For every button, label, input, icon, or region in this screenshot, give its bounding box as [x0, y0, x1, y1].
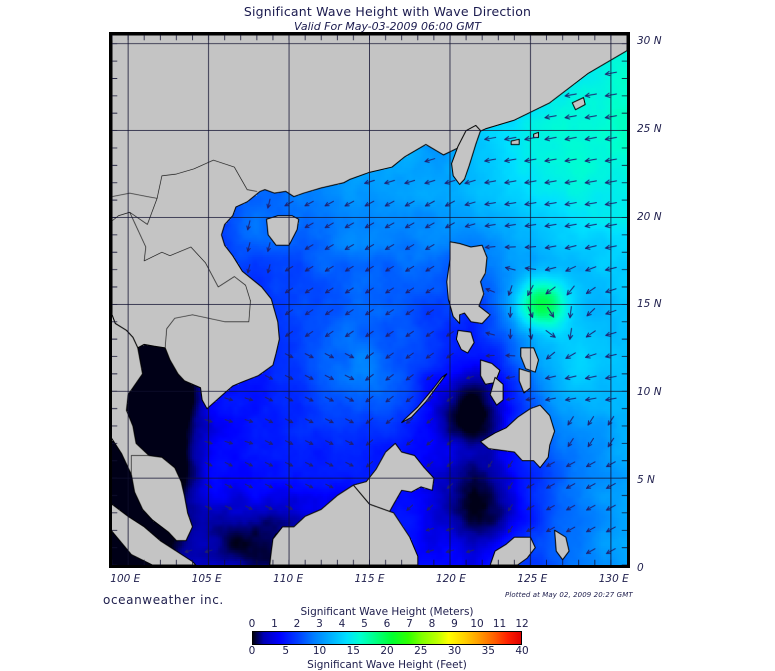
colorbar-gradient — [252, 631, 522, 645]
brand-label: oceanweather inc. — [103, 593, 224, 607]
lat-tick-0: 0 — [637, 562, 644, 574]
colorbar-ticks-feet: 0 5 10 15 20 25 30 35 40 — [248, 645, 529, 658]
cbar-tick-m-9: 9 — [451, 618, 458, 630]
colorbar-title-meters: Significant Wave Height (Meters) — [300, 606, 474, 618]
lat-tick-10: 10 N — [637, 386, 662, 399]
cbar-tick-m-8: 8 — [428, 618, 436, 630]
colorbar-ticks-meters: 0 1 2 3 4 5 6 7 8 9 10 11 12 — [248, 618, 529, 631]
page-title: Significant Wave Height with Wave Direct… — [243, 4, 532, 19]
cbar-tick-f-20: 20 — [380, 645, 394, 657]
cbar-tick-f-30: 30 — [447, 645, 462, 657]
cbar-tick-m-1: 1 — [271, 618, 278, 630]
cbar-tick-m-10: 10 — [470, 618, 484, 630]
cbar-tick-m-6: 6 — [383, 618, 391, 630]
cbar-tick-f-5: 5 — [282, 645, 290, 657]
cbar-tick-f-35: 35 — [481, 645, 495, 657]
lat-tick-20: 20 N — [637, 210, 662, 223]
colorbar-title-feet: Significant Wave Height (Feet) — [307, 659, 467, 671]
lon-tick-130: 130 E — [598, 573, 629, 585]
lon-tick-100: 100 E — [110, 573, 141, 585]
lon-tick-105: 105 E — [191, 573, 222, 585]
wave-height-map-canvas[interactable] — [112, 35, 627, 565]
cbar-tick-f-0: 0 — [248, 645, 256, 657]
lon-tick-110: 110 E — [273, 573, 304, 585]
cbar-tick-f-15: 15 — [346, 645, 360, 657]
cbar-tick-f-25: 25 — [414, 645, 428, 657]
cbar-tick-m-0: 0 — [248, 618, 256, 630]
lon-tick-125: 125 E — [517, 573, 548, 585]
map-plot-frame[interactable] — [109, 32, 630, 568]
plotted-timestamp: Plotted at May 02, 2009 20:27 GMT — [505, 591, 633, 599]
cbar-tick-f-40: 40 — [515, 645, 529, 657]
cbar-tick-m-7: 7 — [406, 618, 413, 630]
lat-tick-5: 5 N — [637, 474, 655, 487]
lat-tick-30: 30 N — [637, 34, 662, 47]
cbar-tick-m-5: 5 — [361, 618, 368, 630]
title-block: Significant Wave Height with Wave Direct… — [0, 4, 775, 33]
cbar-tick-m-2: 2 — [293, 618, 301, 630]
lat-tick-25: 25 N — [637, 122, 662, 135]
cbar-tick-m-3: 3 — [316, 618, 323, 630]
lon-tick-120: 120 E — [435, 573, 466, 585]
cbar-tick-m-12: 12 — [515, 618, 529, 630]
lat-tick-15: 15 N — [637, 298, 662, 311]
cbar-tick-m-4: 4 — [338, 618, 346, 630]
valid-time-subtitle: Valid For May-03-2009 06:00 GMT — [294, 20, 481, 33]
cbar-tick-f-10: 10 — [312, 645, 327, 657]
lon-tick-115: 115 E — [354, 573, 385, 585]
cbar-tick-m-11: 11 — [492, 618, 507, 630]
